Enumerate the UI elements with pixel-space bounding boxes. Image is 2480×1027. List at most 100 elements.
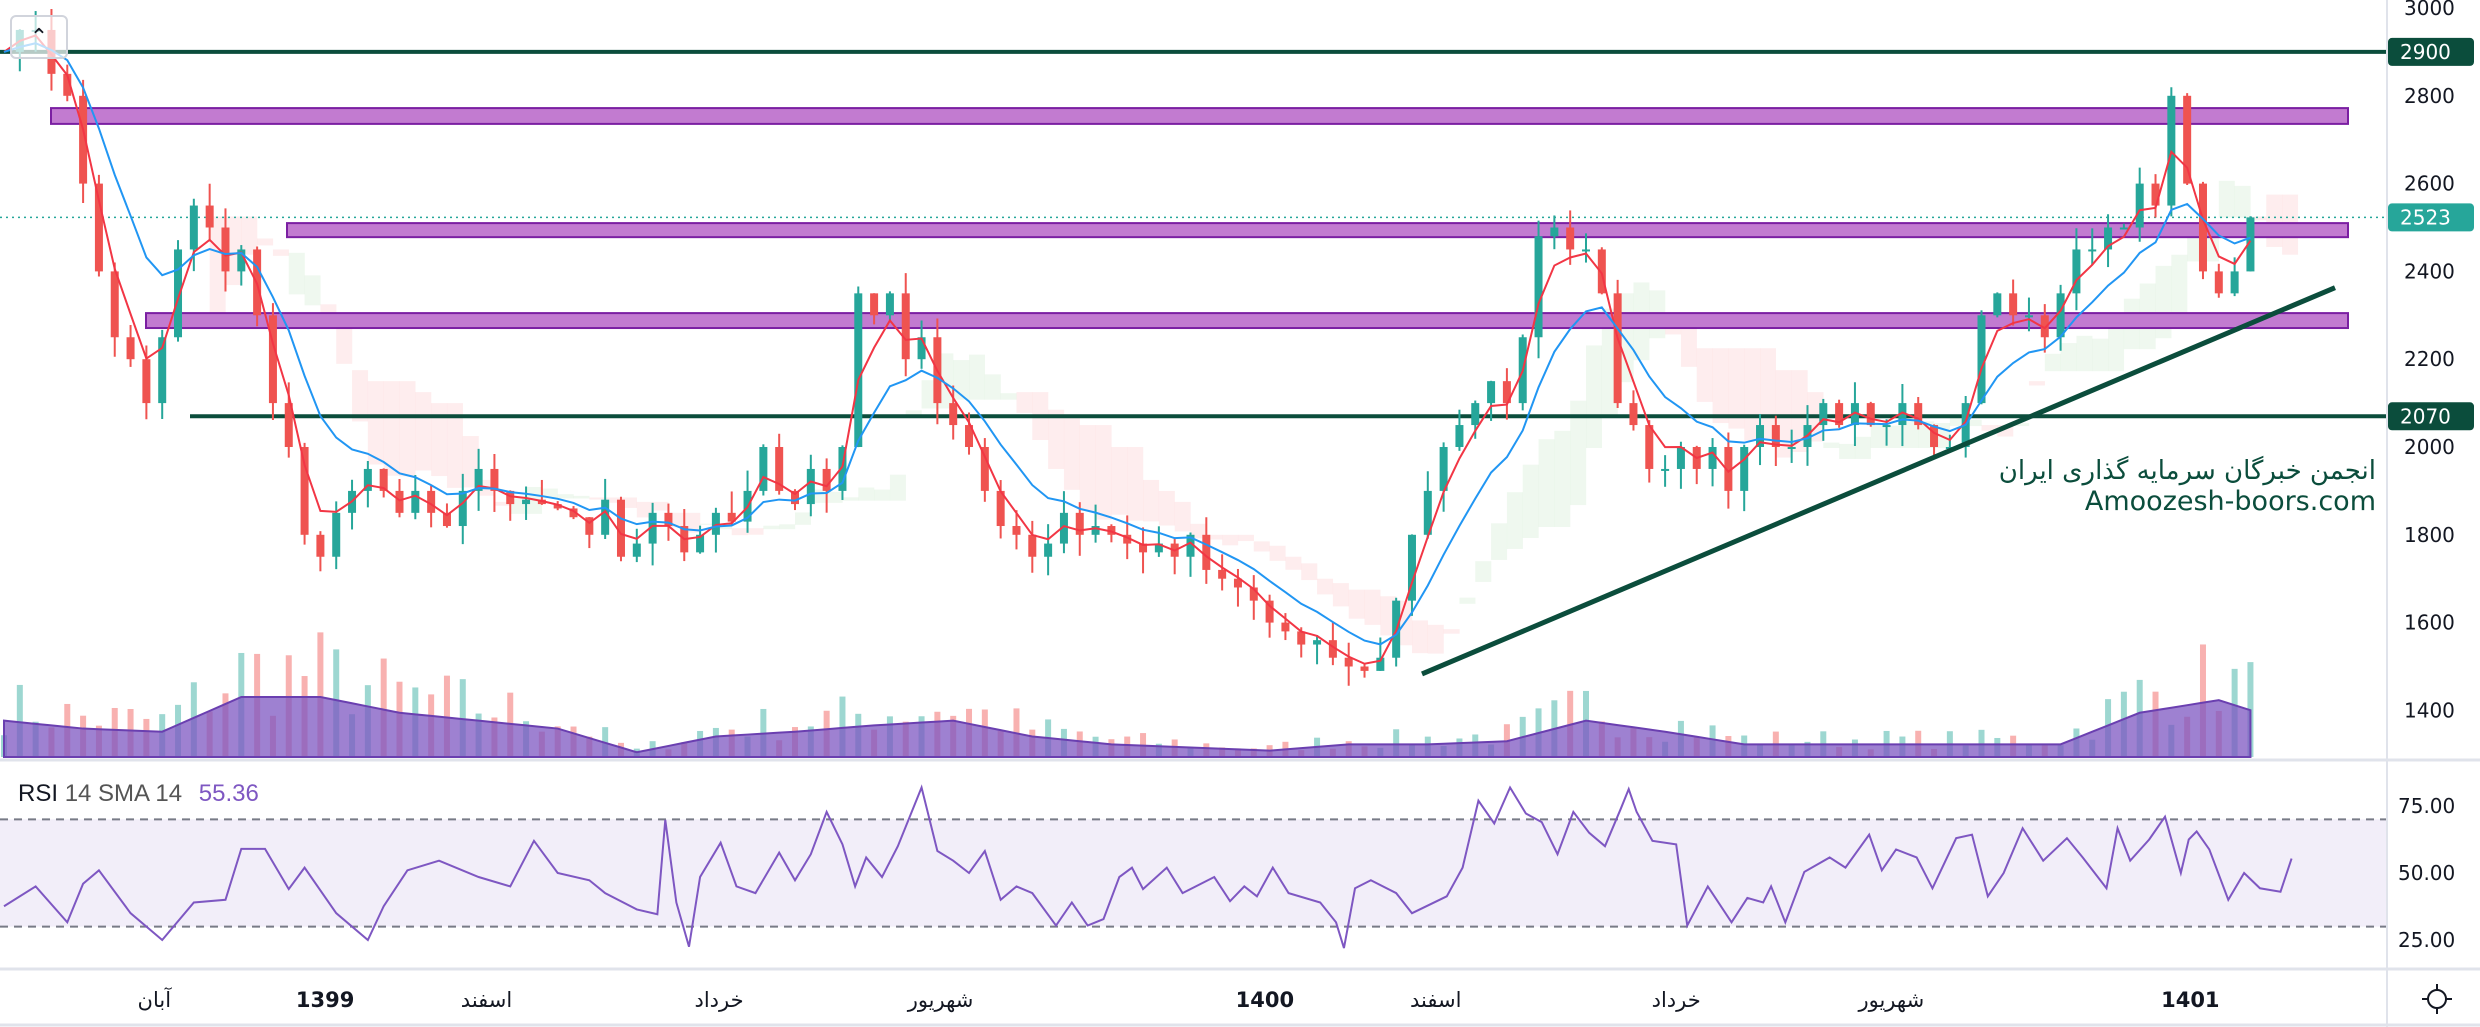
candle-body [1850, 403, 1859, 426]
candle-body [142, 359, 151, 404]
cloud-segment [1665, 326, 1682, 335]
cloud-segment [1554, 430, 1571, 528]
cloud-segment [1981, 425, 1998, 431]
candle-body [917, 337, 926, 360]
cloud-segment [731, 528, 748, 536]
candle-body [363, 468, 372, 491]
candle-body [1487, 381, 1496, 404]
candle-body [1139, 543, 1148, 553]
cloud-segment [969, 354, 986, 400]
price-zone[interactable] [145, 312, 2349, 330]
volume-bar [380, 658, 387, 757]
candle-body [158, 337, 167, 404]
cloud-segment [700, 523, 717, 525]
rsi-legend[interactable]: RSI 14 SMA 14 55.36 [18, 780, 259, 808]
moving-averages [3, 34, 2252, 665]
candle-body [2183, 95, 2192, 184]
candle-body [1360, 666, 1369, 671]
candle-body [601, 499, 610, 535]
candle-body [1265, 600, 1274, 623]
candle-body [1407, 534, 1416, 601]
cloud-segment [1823, 442, 1840, 448]
candle-body [996, 490, 1005, 527]
candle-body [506, 490, 515, 505]
candle-body [522, 499, 531, 505]
cloud-segment [1127, 447, 1144, 521]
candle-body [1866, 403, 1875, 426]
candle-body [284, 403, 293, 447]
candle-body [126, 337, 135, 360]
candle-body [395, 490, 404, 513]
candle-body [1597, 249, 1606, 294]
candle-body [1028, 534, 1037, 557]
time-axis[interactable]: آبان 1399 اسفند خرداد شهریور 1400 اسفند خرداد شه… [138, 987, 2220, 1012]
price-tick-label: 1600 [2404, 611, 2455, 635]
candle-body [221, 227, 230, 272]
candle-body [300, 447, 309, 535]
cloud-segment [1522, 464, 1539, 538]
time-tick-label: 1401 [2161, 988, 2219, 1012]
candle-body [965, 425, 974, 447]
gear-icon[interactable] [2420, 982, 2454, 1016]
candle-body [585, 517, 594, 535]
cloud-segment [1143, 479, 1160, 522]
candle-body [980, 447, 989, 491]
cloud-segment [288, 252, 305, 295]
volume-ma-area [3, 695, 2252, 758]
cloud-segment [1680, 326, 1697, 367]
price-zone[interactable] [50, 107, 2349, 125]
cloud-segment [257, 238, 274, 246]
candle-body [696, 534, 705, 553]
cloud-segment [446, 403, 463, 488]
cloud-segment [1158, 490, 1175, 526]
level-price-badge [2388, 402, 2474, 431]
cloud-segment [272, 249, 289, 256]
cloud-segment [1079, 425, 1096, 512]
price-tick-label: 1800 [2404, 523, 2455, 547]
candle-body [63, 73, 72, 96]
level-price-badge [2388, 37, 2474, 66]
cloud-segment [858, 487, 875, 501]
price-tick-label: 3000 [2404, 0, 2455, 20]
rsi-tick-label: 50.00 [2398, 861, 2455, 885]
cloud-segment [2250, 216, 2267, 221]
volume-bar [839, 696, 846, 757]
cloud-segment [620, 497, 637, 508]
price-axis[interactable]: 3000 2800 2600 2400 2200 2000 1800 1600 1400 2900… [2388, 0, 2474, 952]
candle-body [2198, 183, 2207, 272]
collapse-button[interactable]: ⌃ [10, 15, 68, 59]
cloud-segment [573, 495, 590, 499]
cloud-segment [1174, 501, 1191, 532]
trendline[interactable] [1421, 285, 2336, 677]
candle-body [775, 447, 784, 491]
cloud-segment [1586, 345, 1602, 448]
cloud-segment [2218, 180, 2235, 218]
cloud-segment [1728, 348, 1745, 429]
rsi-title: RSI [18, 780, 59, 807]
watermark-url: Amoozesh-boors.com [2084, 486, 2376, 517]
candle-body [901, 293, 910, 360]
candle-body [1344, 657, 1353, 667]
candle-body [2088, 249, 2097, 252]
cloud-segment [431, 403, 448, 477]
candle-body [1771, 425, 1780, 447]
cloud-segment [304, 275, 321, 306]
candle-body [1439, 447, 1448, 491]
cloud-segment [1111, 447, 1128, 515]
cloud-segment [2108, 323, 2125, 372]
candle-body [1914, 403, 1923, 426]
price-tick-label: 1400 [2404, 698, 2455, 722]
candle-body [189, 205, 198, 250]
volume-layer [1, 632, 2254, 758]
price-zone[interactable] [286, 222, 2349, 239]
candle-body [1281, 622, 1290, 632]
candle-body [110, 271, 119, 338]
candle-body [474, 468, 483, 491]
candle-body [1882, 425, 1891, 428]
candle-body [316, 534, 325, 557]
candle-body [885, 293, 894, 316]
cloud-segment [1222, 534, 1239, 546]
cloud-segment [1538, 439, 1555, 528]
candle-body [1645, 425, 1654, 469]
